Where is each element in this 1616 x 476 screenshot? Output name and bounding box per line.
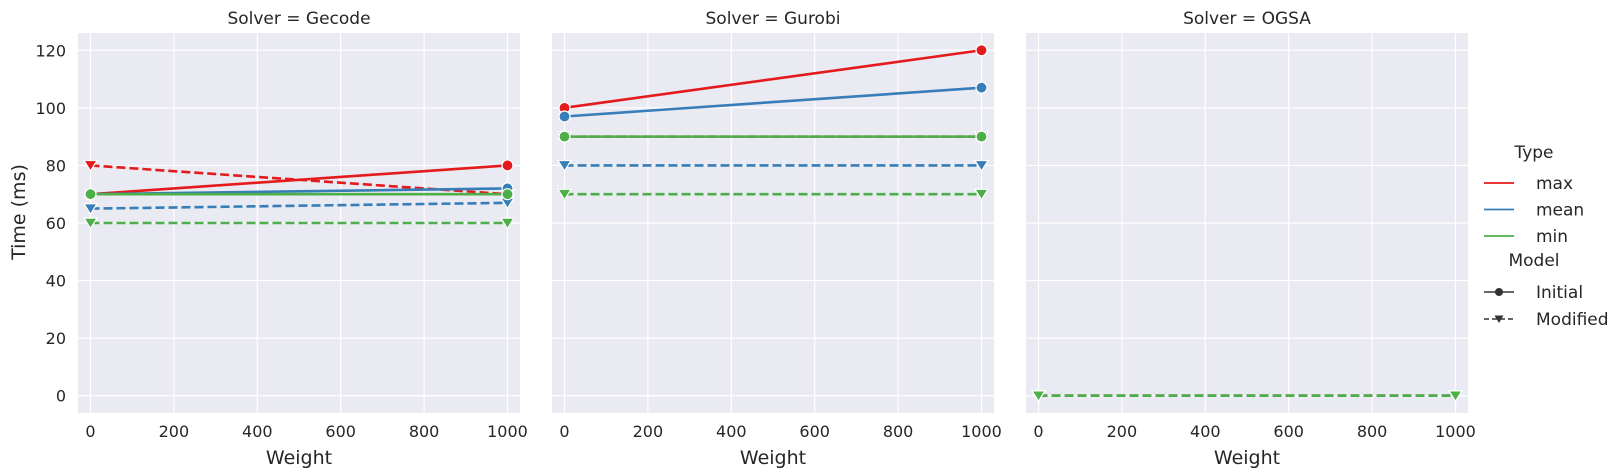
data-point [499,217,516,230]
data-point [558,110,571,123]
data-point [1447,390,1464,403]
x-axis-label: Weight [266,447,332,469]
y-axis-label: Time (ms) [8,164,30,261]
legend-item-initial: Initial [1484,283,1583,303]
series-min-initial [558,130,988,143]
x-tick-label: 800 [1357,422,1388,441]
data-point [84,188,97,201]
x-tick-label: 400 [716,422,747,441]
x-axis-label: Weight [740,447,806,469]
x-tick-label: 800 [883,422,914,441]
x-tick-label: 600 [325,422,356,441]
x-tick-label: 400 [242,422,273,441]
series-line [564,48,982,110]
legend-label: Initial [1536,283,1583,303]
data-point [82,217,99,230]
series-min-initial [84,188,514,201]
legend-item-mean: mean [1484,201,1584,221]
series-max-initial [558,44,988,114]
x-tick-label: 800 [409,422,440,441]
legend-label: Modified [1536,310,1609,330]
series-mean-initial [558,81,988,123]
data-point [973,159,990,173]
panel-gurobi: 0 200 400 600 800 1000 Solver = Gurobi Weight [552,9,1002,469]
legend-item-max: max [1484,174,1573,194]
y-tick-label: 120 [35,41,66,60]
x-tick-label: 200 [633,422,664,441]
legend-marker [1495,288,1503,296]
x-tick-label: 600 [1273,422,1304,441]
x-tick-label: 0 [559,422,569,441]
series-line [90,164,508,196]
panel-ogsa: 0 200 400 600 800 1000 Solver = OGSA Weight [1026,9,1476,469]
data-point [973,188,990,201]
series-line [90,201,508,210]
legend-model-title: Model [1508,251,1559,271]
legend-type-entries: max mean min [1484,174,1584,247]
data-point [501,159,514,172]
series-min-modified [556,188,990,201]
legend-item-modified: Modified [1484,310,1609,330]
x-tick-label: 1000 [961,422,1002,441]
data-point [975,44,988,57]
x-tick-label: 400 [1190,422,1221,441]
legend-model-entries: Initial Modified [1484,283,1609,330]
y-tick-label: 20 [46,329,66,348]
legend-type-title: Type [1513,143,1553,163]
data-point [556,188,573,201]
data-point [1030,390,1047,403]
legend-label: min [1536,227,1568,247]
data-point [556,159,573,173]
x-tick-label: 0 [1033,422,1043,441]
data-point [82,203,99,216]
x-tick-label: 1000 [1435,422,1476,441]
legend-label: mean [1536,201,1584,221]
data-point [82,159,99,173]
series-min-modified [1030,390,1464,403]
series-min-modified [82,217,516,230]
data-point [558,130,571,143]
data-point [501,188,514,201]
panel-gecode: 0 20 40 60 80 100 120 0 200 400 600 800 1000 Solver =… [35,9,527,469]
y-tick-label: 100 [35,99,66,118]
y-tick-label: 40 [46,272,66,291]
legend-item-min: min [1484,227,1568,247]
data-point [975,81,988,94]
series-line [564,86,982,118]
legend-marker [1494,315,1504,323]
panel-title: Solver = OGSA [1183,9,1311,29]
y-tick-label: 0 [56,387,66,406]
panel-title: Solver = Gurobi [706,9,841,29]
legend-label: max [1536,174,1573,194]
x-tick-label: 600 [799,422,830,441]
series-mean-modified [556,159,990,173]
x-axis-label: Weight [1214,447,1280,469]
y-tick-label: 60 [46,214,66,233]
y-tick-label: 80 [46,156,66,175]
x-tick-label: 200 [159,422,190,441]
x-tick-label: 200 [1107,422,1138,441]
x-tick-label: 0 [85,422,95,441]
panel-title: Solver = Gecode [227,9,370,29]
legend: Type max mean min Model Initial Modified [1484,143,1609,330]
panels: 0 20 40 60 80 100 120 0 200 400 600 800 1000 Solver =… [35,9,1475,469]
x-tick-label: 1000 [487,422,528,441]
data-point [975,130,988,143]
